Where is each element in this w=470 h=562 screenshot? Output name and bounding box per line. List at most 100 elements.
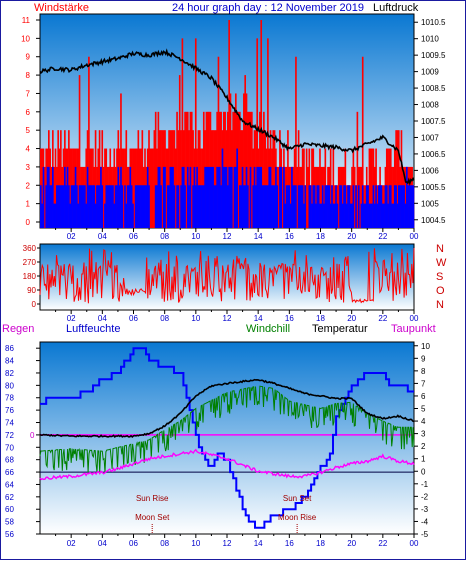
wind-average-bar: [176, 185, 178, 228]
wind-average-bar: [140, 185, 142, 228]
wind-average-bar: [124, 185, 126, 228]
wind-gust-bar: [227, 111, 229, 228]
wind-average-bar: [397, 185, 400, 228]
hour-tick-label: 14: [254, 539, 263, 548]
wind-average-bar: [265, 185, 268, 228]
wind-average-bar: [72, 185, 74, 228]
moon-rise-label: Moon Rise: [278, 513, 317, 522]
wind-gust-bar: [245, 93, 248, 228]
wind-gust-bar: [235, 93, 237, 228]
wind-gust-bar: [41, 148, 43, 228]
wind-gust-bar: [369, 148, 372, 228]
wind-average-bar: [156, 185, 158, 228]
wind-gust-bar: [356, 111, 359, 228]
wind-average-bar: [411, 185, 413, 228]
wind-average-bar: [88, 185, 90, 228]
wind-gust-bar: [220, 111, 222, 228]
wind-average-bar: [125, 203, 128, 228]
wind-gust-bar: [273, 130, 276, 228]
wind-average-bar: [384, 185, 387, 228]
wind-average-bar: [162, 166, 165, 228]
wind-average-bar: [132, 203, 134, 228]
wind-average-bar: [177, 185, 180, 228]
wind-average-bar: [335, 185, 337, 228]
temperature-tick: -5: [421, 530, 429, 539]
wind-average-bar: [287, 185, 289, 228]
wind-gust-bar: [303, 148, 305, 228]
wind-average-bar: [213, 185, 216, 228]
wind-gust-bar: [180, 130, 182, 228]
wind-gust-bar: [311, 148, 313, 228]
wind-average-bar: [89, 185, 92, 228]
hour-tick-label: 12: [223, 232, 232, 241]
wind-average-bar: [197, 185, 200, 228]
wind-average-bar: [383, 203, 385, 228]
wind-average-bar: [52, 166, 54, 228]
humidity-tick: 56: [5, 530, 14, 539]
wind-average-bar: [42, 166, 45, 228]
hour-tick-label: 18: [316, 232, 325, 241]
wind-average-bar: [117, 166, 120, 228]
wind-gust-bar: [214, 130, 217, 228]
wind-average-bar: [184, 185, 186, 228]
wind-average-bar: [66, 166, 69, 228]
wind-gust-bar: [150, 148, 153, 228]
compass-letter: O: [436, 285, 445, 297]
wind-gust-bar: [120, 93, 122, 228]
wind-average-bar: [260, 166, 263, 228]
wind-direction-panel: [39, 243, 415, 311]
wind-average-bar: [263, 185, 265, 228]
wind-average-bar: [94, 203, 97, 228]
wind-average-bar: [348, 185, 351, 228]
wind-average-bar: [317, 185, 320, 228]
wind-average-bar: [292, 185, 295, 228]
wind-average-bar: [276, 185, 279, 228]
wind-average-bar: [275, 166, 277, 228]
wind-average-bar: [252, 185, 255, 228]
wind-average-bar: [341, 203, 344, 228]
wind-average-bar: [259, 166, 261, 228]
wind-average-bar: [336, 203, 339, 228]
wind-average-bar: [264, 185, 267, 228]
wind-average-bar: [407, 185, 409, 228]
wind-gust-bar: [125, 130, 128, 228]
wind-average-bar: [142, 185, 145, 228]
wind-average-bar: [395, 185, 397, 228]
wind-average-bar: [357, 185, 360, 228]
windchill-line: [39, 385, 415, 473]
wind-average-bar: [160, 185, 162, 228]
pressure-tick: 1005.5: [421, 183, 446, 192]
hour-tick-label: 08: [160, 232, 169, 241]
wind-gust-bar: [289, 166, 292, 228]
wind-average-bar: [210, 166, 213, 228]
wind-gust-bar: [237, 111, 240, 228]
wind-average-bar: [192, 185, 194, 228]
wind-gust-bar: [243, 93, 245, 228]
wind-average-bar: [168, 185, 170, 228]
temperature-tick: -2: [421, 492, 429, 501]
temperature-tick: 6: [421, 392, 426, 401]
temperature-tick: 8: [421, 367, 426, 376]
wind-direction-line: [39, 247, 415, 304]
wind-gust-bar: [202, 111, 205, 228]
wind-pressure-plot: 012345678910111004.510051005.510061006.5…: [21, 16, 446, 241]
wind-gust-bar: [232, 111, 234, 228]
wind-strength-tick: 5: [26, 126, 31, 135]
wind-average-bar: [351, 203, 353, 228]
wind-average-bar: [324, 185, 327, 228]
sun-set-label: Sun Set: [283, 494, 312, 503]
wind-average-bar: [74, 166, 77, 228]
wind-average-bar: [409, 185, 412, 228]
wind-average-bar: [379, 185, 381, 228]
graph-title: 24 hour graph day : 12 November 2019: [172, 2, 364, 14]
wind-average-bar: [97, 185, 100, 228]
wind-average-bar: [220, 185, 222, 228]
wind-average-bar: [399, 185, 401, 228]
wind-gust-bar: [122, 148, 125, 228]
wind-average-bar: [367, 185, 369, 228]
hour-tick-label: 06: [129, 314, 138, 323]
wind-average-bar: [288, 185, 291, 228]
humidity-tick: 58: [5, 518, 14, 527]
wind-gust-bar: [323, 166, 325, 228]
humidity-line: [40, 347, 414, 529]
